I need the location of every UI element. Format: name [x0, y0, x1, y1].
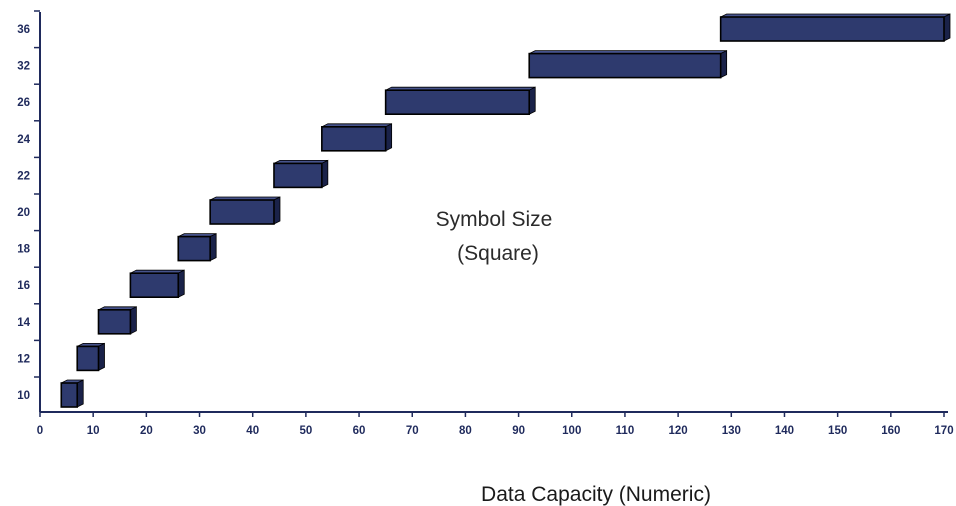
x-tick-label: 20	[140, 425, 153, 437]
x-tick-label: 170	[934, 425, 953, 437]
bar-front-face	[129, 272, 180, 299]
bar-side-face	[76, 379, 84, 408]
bar-front-face	[60, 382, 79, 408]
x-tick-label: 70	[406, 425, 419, 437]
bar-side-face	[720, 49, 728, 79]
x-tick-label: 130	[722, 425, 741, 437]
bar-side-face	[321, 159, 329, 189]
bar-side-face	[943, 13, 951, 42]
y-tick-label: 32	[17, 61, 30, 73]
x-axis-label: Data Capacity (Numeric)	[481, 483, 711, 506]
bar-36	[719, 13, 951, 42]
x-tick-label: 140	[775, 425, 794, 437]
x-tick-label: 160	[881, 425, 900, 437]
bar-front-face	[177, 235, 211, 262]
x-tick-label: 120	[669, 425, 688, 437]
x-tick-label: 0	[37, 425, 43, 437]
bar-side-face	[177, 269, 185, 298]
y-tick-label: 18	[17, 244, 30, 256]
y-tick-label: 10	[17, 390, 30, 402]
bar-front-face	[273, 162, 323, 189]
y-tick-label: 12	[17, 353, 30, 365]
x-tick-label: 100	[562, 425, 581, 437]
bar-32	[528, 49, 728, 79]
bar-16	[129, 269, 185, 299]
bar-18	[177, 232, 217, 262]
bar-front-face	[719, 16, 945, 42]
y-tick-label: 20	[17, 207, 30, 219]
bar-24	[321, 123, 393, 152]
bars-group	[60, 13, 951, 408]
y-ticks-group: 10 12 14 16 18 20 22 24 26 32 36	[17, 10, 40, 402]
y-tick-label: 36	[17, 24, 30, 36]
x-tick-label: 150	[828, 425, 847, 437]
bar-side-face	[98, 342, 105, 372]
y-tick-label: 24	[17, 134, 30, 146]
bar-front-face	[97, 308, 132, 335]
x-tick-label: 90	[512, 425, 525, 437]
x-tick-label: 80	[459, 425, 472, 437]
y-tick-label: 22	[17, 170, 30, 182]
y-tick-label: 16	[17, 280, 30, 292]
bar-side-face	[385, 123, 393, 152]
x-tick-label: 60	[353, 425, 366, 437]
bar-12	[76, 342, 105, 372]
axes-group	[39, 12, 948, 413]
bar-front-face	[209, 199, 275, 225]
bar-side-face	[129, 306, 137, 335]
bar-front-face	[384, 89, 531, 115]
annotation-line-2: (Square)	[457, 242, 539, 265]
x-tick-label: 40	[246, 425, 259, 437]
x-ticks-group: 0 10 20 30 40 50 60 70 80 90 100 110 120 130 140 150 160…	[37, 412, 954, 437]
y-tick-label: 14	[17, 317, 30, 329]
bar-front-face	[528, 52, 722, 79]
bar-side-face	[209, 232, 217, 262]
y-tick-label: 26	[17, 97, 30, 109]
bar-26	[384, 86, 536, 115]
bar-20	[209, 196, 281, 225]
bar-22	[273, 159, 329, 189]
annotation-line-1: Symbol Size	[436, 208, 553, 231]
bar-side-face	[528, 86, 536, 115]
x-tick-label: 110	[616, 425, 635, 437]
x-tick-label: 30	[193, 425, 206, 437]
bar-front-face	[76, 345, 100, 372]
bar-front-face	[321, 126, 387, 152]
x-tick-label: 10	[87, 425, 100, 437]
bar-10	[60, 379, 84, 408]
x-tick-label: 50	[299, 425, 312, 437]
bar-14	[97, 306, 137, 335]
bar-side-face	[273, 196, 281, 225]
